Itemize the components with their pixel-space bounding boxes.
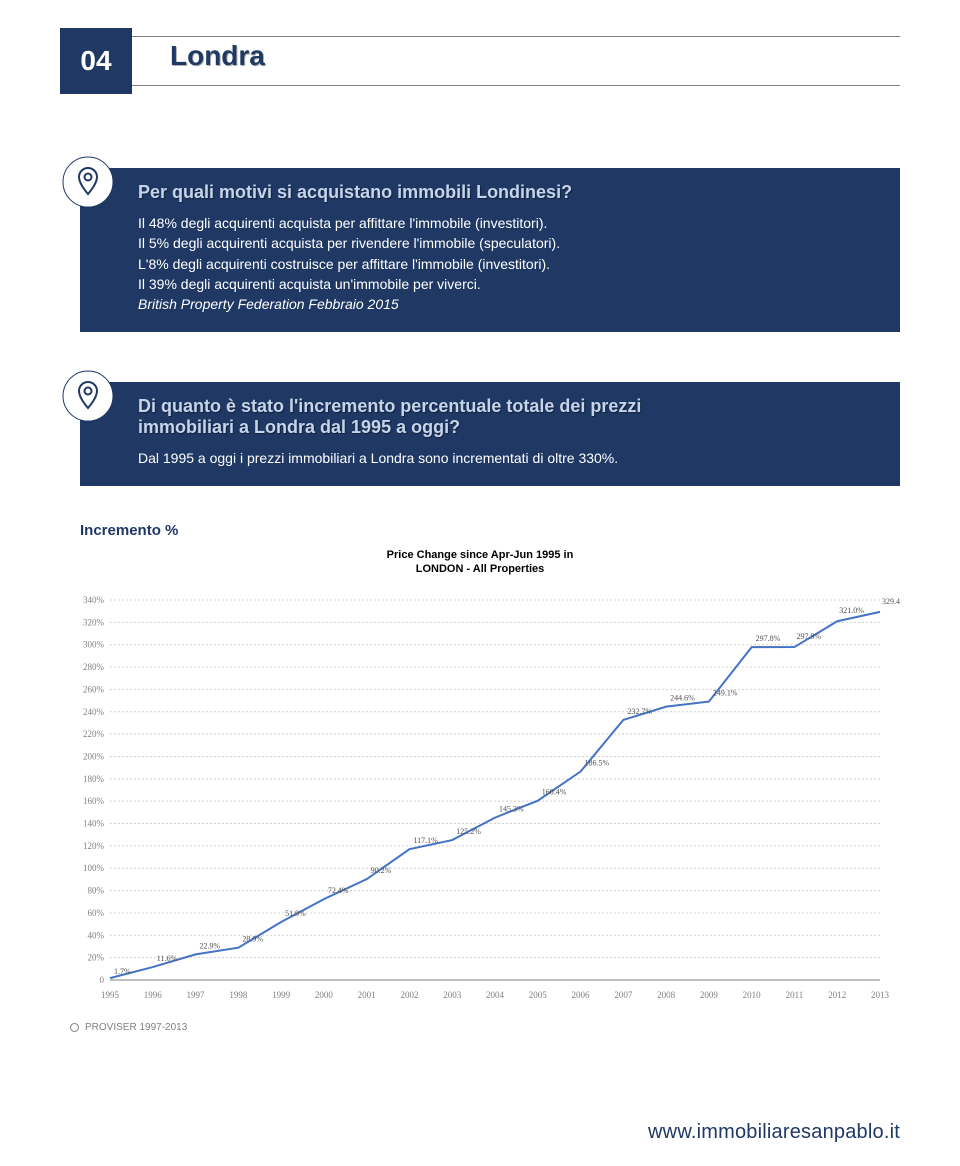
svg-text:180%: 180% [83,774,105,784]
svg-text:2006: 2006 [572,990,591,1000]
chart-source-label: PROVISER 1997-2013 [85,1022,187,1033]
svg-text:60%: 60% [88,908,105,918]
svg-text:160%: 160% [83,796,105,806]
svg-text:329.4%: 329.4% [882,597,900,606]
svg-text:0: 0 [100,975,105,985]
pin-icon [62,370,114,422]
svg-text:22.9%: 22.9% [200,941,221,950]
svg-text:297.8%: 297.8% [756,634,781,643]
svg-text:249.1%: 249.1% [713,689,738,698]
svg-text:2002: 2002 [400,990,418,1000]
svg-text:1997: 1997 [187,990,206,1000]
svg-text:2001: 2001 [358,990,376,1000]
svg-text:200%: 200% [83,751,105,761]
chart-subtitle-line: LONDON - All Properties [416,563,545,575]
svg-text:320%: 320% [83,617,105,627]
svg-text:125.2%: 125.2% [456,827,481,836]
svg-text:232.7%: 232.7% [627,707,652,716]
svg-text:145.3%: 145.3% [499,805,524,814]
question-line: immobiliari a Londra dal 1995 a oggi? [138,417,460,437]
svg-text:1998: 1998 [229,990,248,1000]
svg-text:297.9%: 297.9% [796,632,821,641]
svg-text:2011: 2011 [786,990,804,1000]
svg-text:2012: 2012 [828,990,846,1000]
answer-motives: Il 48% degli acquirenti acquista per aff… [138,213,880,314]
svg-text:2000: 2000 [315,990,334,1000]
question-increment: Di quanto è stato l'incremento percentua… [138,396,880,438]
answer-source: British Property Federation Febbraio 201… [138,294,880,314]
page-number-badge: 04 [60,28,132,94]
svg-text:2003: 2003 [443,990,462,1000]
chart-source: PROVISER 1997-2013 [70,1022,187,1033]
answer-line: L'8% degli acquirenti costruisce per aff… [138,254,880,274]
svg-text:1996: 1996 [144,990,163,1000]
svg-text:2008: 2008 [657,990,676,1000]
info-block-motives: Per quali motivi si acquistano immobili … [80,168,900,332]
svg-text:186.5%: 186.5% [585,759,610,768]
svg-text:100%: 100% [83,863,105,873]
answer-increment: Dal 1995 a oggi i prezzi immobiliari a L… [138,448,880,468]
svg-text:260%: 260% [83,684,105,694]
svg-text:40%: 40% [88,930,105,940]
question-line: Di quanto è stato l'incremento percentua… [138,396,641,416]
svg-text:2007: 2007 [614,990,633,1000]
svg-text:1995: 1995 [101,990,120,1000]
svg-text:28.9%: 28.9% [242,935,263,944]
svg-text:240%: 240% [83,707,105,717]
answer-line: Il 48% degli acquirenti acquista per aff… [138,213,880,233]
svg-text:280%: 280% [83,662,105,672]
info-block-increment: Di quanto è stato l'incremento percentua… [80,382,900,486]
svg-text:321.0%: 321.0% [839,606,864,615]
svg-text:80%: 80% [88,886,105,896]
svg-text:117.1%: 117.1% [413,836,438,845]
answer-line: Il 5% degli acquirenti acquista per rive… [138,233,880,253]
svg-text:340%: 340% [83,595,105,605]
svg-text:120%: 120% [83,841,105,851]
svg-text:11.6%: 11.6% [157,954,178,963]
footer-url: www.immobiliaresanpablo.it [648,1121,900,1144]
chart-subtitle-line: Price Change since Apr-Jun 1995 in [387,549,574,561]
svg-text:20%: 20% [88,953,105,963]
svg-text:300%: 300% [83,640,105,650]
svg-text:1.7%: 1.7% [114,967,131,976]
chart-subtitle: Price Change since Apr-Jun 1995 in LONDO… [60,548,900,577]
svg-text:220%: 220% [83,729,105,739]
chart-title: Incremento % [80,522,178,539]
svg-text:1999: 1999 [272,990,291,1000]
svg-text:140%: 140% [83,819,105,829]
price-change-chart: 0 20% 40% 60% 80% 100% 120% 140% 160% 180% 200% 220… [60,590,900,1010]
svg-text:2013: 2013 [871,990,890,1000]
pin-icon [62,156,114,208]
svg-text:2004: 2004 [486,990,505,1000]
svg-text:72.4%: 72.4% [328,886,349,895]
svg-text:2010: 2010 [743,990,762,1000]
svg-text:51.9%: 51.9% [285,909,306,918]
svg-text:244.6%: 244.6% [670,694,695,703]
svg-text:2005: 2005 [529,990,548,1000]
bullet-icon [70,1023,79,1032]
svg-text:90.2%: 90.2% [371,866,392,875]
page-title: Londra [170,40,265,72]
answer-line: Il 39% degli acquirenti acquista un'immo… [138,274,880,294]
svg-text:160.4%: 160.4% [542,788,567,797]
question-motives: Per quali motivi si acquistano immobili … [138,182,880,203]
svg-text:2009: 2009 [700,990,719,1000]
